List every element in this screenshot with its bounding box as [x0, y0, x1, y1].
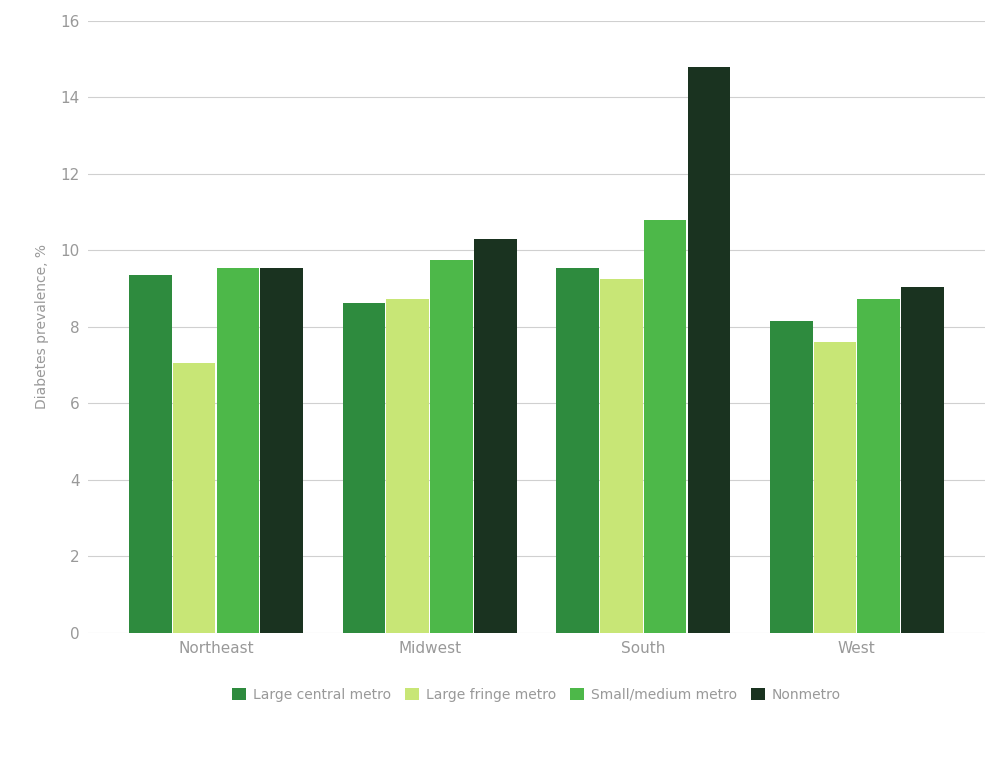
Bar — [857, 299, 900, 633]
Bar — [474, 239, 517, 633]
Bar — [770, 321, 813, 633]
Y-axis label: Diabetes prevalence, %: Diabetes prevalence, % — [35, 245, 49, 410]
Bar — [343, 303, 385, 633]
Bar — [129, 275, 172, 633]
Bar — [556, 268, 599, 633]
Bar — [644, 220, 686, 633]
Legend: Large central metro, Large fringe metro, Small/medium metro, Nonmetro: Large central metro, Large fringe metro,… — [227, 683, 846, 707]
Bar — [901, 287, 944, 633]
Bar — [217, 268, 259, 633]
Bar — [260, 268, 303, 633]
Bar — [600, 279, 643, 633]
Bar — [173, 363, 215, 633]
Bar — [688, 67, 730, 633]
Bar — [814, 342, 856, 633]
Bar — [430, 260, 473, 633]
Bar — [386, 299, 429, 633]
